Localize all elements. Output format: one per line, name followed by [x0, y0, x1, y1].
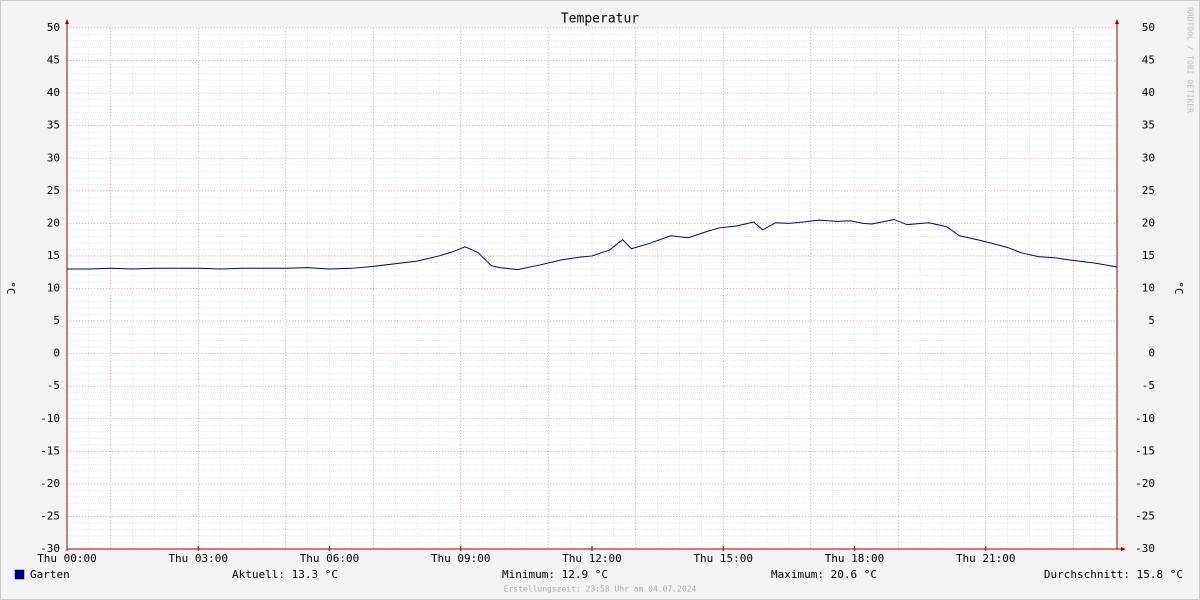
y2-tick-label: 35 [1142, 119, 1155, 132]
y2-tick-label: -10 [1135, 412, 1155, 425]
legend-stat: Maximum: 20.6 °C [771, 568, 877, 581]
y-tick-label: 0 [53, 347, 60, 360]
chart-title: Temperatur [561, 12, 639, 27]
line [67, 218, 1118, 271]
x-tick-label: Thu 21:00 [956, 552, 1016, 565]
y2-tick-label: -15 [1135, 444, 1155, 457]
x-tick-label: Thu 03:00 [168, 552, 228, 565]
y2-tick-label: -20 [1135, 477, 1155, 490]
y2-tick-label: 15 [1142, 249, 1155, 262]
arrow [1121, 547, 1126, 551]
y-tick-label: -10 [40, 412, 60, 425]
arrow [65, 19, 69, 24]
y2-tick-label: 5 [1148, 314, 1155, 327]
x-tick-label: Thu 06:00 [300, 552, 360, 565]
x-tick-label: Thu 09:00 [431, 552, 491, 565]
y-tick-label: 10 [47, 282, 60, 295]
y2-tick-label: 40 [1142, 86, 1155, 99]
y2-tick-label: 10 [1142, 282, 1155, 295]
watermark: RRDTOOL / TOBI OETIKER [1186, 7, 1195, 113]
y-tick-label: 45 [47, 54, 60, 67]
y2-tick-label: 45 [1142, 54, 1155, 67]
x-tick-label: Thu 12:00 [562, 552, 622, 565]
y2-tick-label: 30 [1142, 151, 1155, 164]
y-tick-label: -15 [40, 444, 60, 457]
arrow [1115, 19, 1119, 24]
y2-tick-label: 50 [1142, 21, 1155, 34]
y2-tick-label: -30 [1135, 542, 1155, 555]
y-tick-label: 20 [47, 216, 60, 229]
y2-tick-label: 25 [1142, 184, 1155, 197]
y2-tick-label: -5 [1142, 379, 1155, 392]
y-tick-label: -20 [40, 477, 60, 490]
y2-axis-label: °C [1172, 281, 1185, 294]
y-tick-label: 30 [47, 151, 60, 164]
legend-stat: Aktuell: 13.3 °C [232, 568, 338, 581]
y-tick-label: 25 [47, 184, 60, 197]
legend-stat: Durchschnitt: 15.8 °C [1044, 568, 1183, 581]
y-tick-label: 5 [53, 314, 60, 327]
legend-swatch [14, 569, 25, 580]
y-tick-label: 15 [47, 249, 60, 262]
y-tick-label: 40 [47, 86, 60, 99]
y-tick-label: 50 [47, 21, 60, 34]
x-tick-label: Thu 00:00 [37, 552, 97, 565]
legend-stat: Minimum: 12.9 °C [502, 568, 608, 581]
y2-tick-label: 0 [1148, 347, 1155, 360]
y-tick-label: 35 [47, 119, 60, 132]
x-tick-label: Thu 18:00 [825, 552, 885, 565]
y-tick-label: -25 [40, 509, 60, 522]
footer: Erstellungszeit: 23:58 Uhr am 04.07.2024 [504, 585, 697, 594]
x-tick-label: Thu 15:00 [693, 552, 753, 565]
legend-label: Garten [30, 568, 70, 581]
y2-tick-label: -25 [1135, 509, 1155, 522]
y2-tick-label: 20 [1142, 216, 1155, 229]
y-tick-label: -5 [47, 379, 60, 392]
y-axis-label: °C [4, 281, 17, 294]
y-tick-label: -30 [40, 542, 60, 555]
